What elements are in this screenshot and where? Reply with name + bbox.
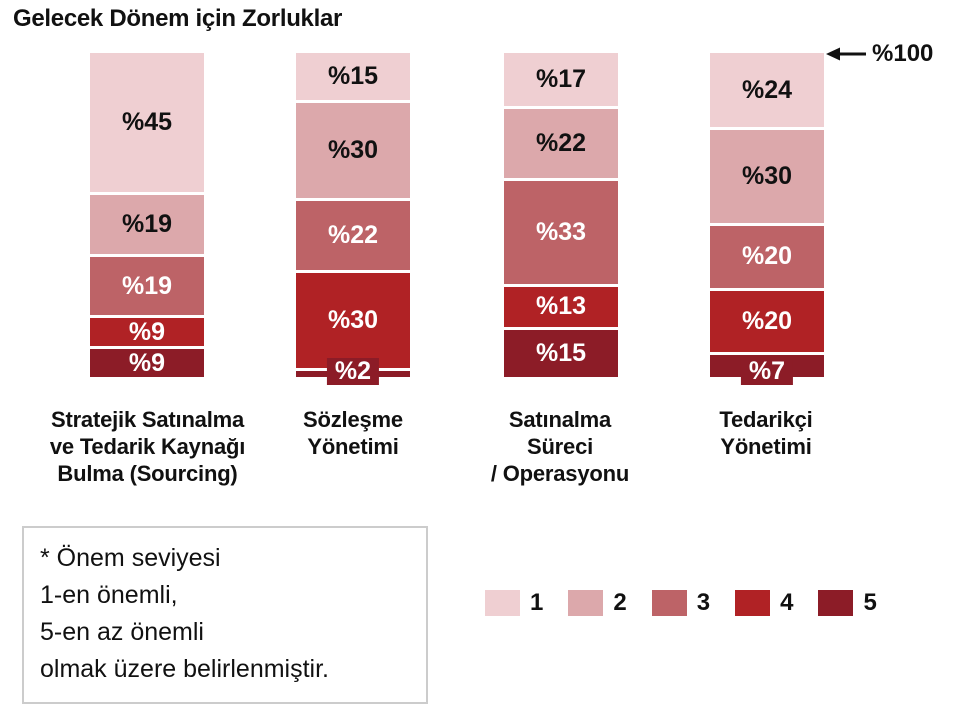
category-label-line: Satınalma [508, 407, 612, 432]
segment-value-label: %19 [121, 209, 173, 238]
legend: 1 2 3 4 5 [485, 589, 877, 617]
bar: %15 %30 %22 %30 %2 [296, 53, 410, 385]
segment-value-label: %19 [121, 271, 173, 300]
segment-value-label: %22 [535, 128, 587, 157]
footnote-line: 5-en az önemli [40, 618, 204, 646]
bar-segment: %24 [710, 53, 824, 131]
bar-segment: %9 [90, 317, 204, 350]
left-arrow-icon [826, 47, 866, 61]
legend-item: 1 [485, 589, 543, 617]
category-label: Sözleşme Yönetimi [243, 406, 463, 460]
axis-max-annotation: %100 [826, 40, 933, 68]
segment-value-label: %30 [327, 305, 379, 334]
bar-segment: %19 [90, 195, 204, 257]
bar-segment: %20 [710, 290, 824, 356]
legend-swatch [818, 590, 854, 616]
bar-segment: %30 [710, 130, 824, 226]
bar: %17 %22 %33 %13 %15 [504, 53, 618, 377]
footnote-line: 1-en önemli, [40, 581, 178, 609]
segment-value-label: %30 [327, 136, 379, 165]
segment-value-label: %17 [535, 65, 587, 94]
legend-swatch [735, 590, 771, 616]
category-label: Satınalma Süreci / Operasyonu [450, 406, 670, 487]
segment-value-label: %20 [741, 306, 793, 335]
category-label-line: Süreci [526, 434, 594, 459]
category-label-line: Yönetimi [720, 434, 812, 459]
bar-segment: %30 [296, 103, 410, 201]
legend-swatch [568, 590, 604, 616]
legend-label: 3 [696, 589, 711, 616]
segment-value-label: %15 [327, 62, 379, 91]
segment-value-label: %13 [535, 292, 587, 321]
segment-value-label: %33 [535, 217, 587, 246]
legend-swatch [485, 590, 520, 616]
bar-segment: %22 [296, 200, 410, 274]
bar-segment: %13 [504, 286, 618, 331]
bar-segment: %15 [296, 53, 410, 104]
bar: %45 %19 %19 %9 %9 [90, 53, 204, 377]
segment-value-label: %20 [741, 242, 793, 271]
bar-chart: %45 %19 %19 %9 %9 %15 %30 %22 %30 %2 %17 %22 %33 %13%… [0, 53, 958, 385]
segment-value-label: %9 [128, 348, 166, 377]
category-label: Tedarikçi Yönetimi [656, 406, 876, 460]
segment-value-label: %22 [327, 220, 379, 249]
segment-value-label: %45 [121, 108, 173, 136]
bar-segment: %33 [504, 180, 618, 287]
chart-title: Gelecek Dönem için Zorluklar [13, 5, 343, 32]
category-label-line: Tedarikçi [719, 407, 813, 432]
segment-value-label: %9 [128, 317, 166, 346]
footnote-line: * Önem seviyesi [40, 544, 221, 572]
category-label-line: Bulma (Sourcing) [57, 461, 238, 486]
bar-segment: %22 [504, 109, 618, 181]
legend-item: 2 [568, 589, 627, 617]
bar-segment: %17 [504, 53, 618, 110]
category-label: Stratejik Satınalma ve Tedarik Kaynağı Bul… [5, 406, 290, 487]
bar: %24 %30 %20 %20 %7 [710, 53, 824, 385]
axis-max-label: %100 [872, 40, 934, 67]
bar-segment: %30 [296, 273, 410, 371]
category-label-line: Yönetimi [307, 434, 399, 459]
category-label-line: ve Tedarik Kaynağı [49, 434, 246, 459]
category-label-line: Sözleşme [303, 407, 403, 432]
legend-label: 1 [530, 589, 544, 616]
legend-label: 2 [613, 589, 627, 616]
bar-segment: %9 [90, 349, 204, 377]
segment-value-label: %24 [741, 75, 793, 104]
legend-label: 4 [780, 589, 794, 616]
bar-segment: %20 [710, 225, 824, 291]
footnote-box: * Önem seviyesi 1-en önemli, 5-en az öneml… [22, 526, 428, 704]
legend-item: 5 [818, 589, 877, 617]
segment-value-callout: %2 [326, 358, 380, 385]
bar-segment: %15 [504, 330, 618, 377]
bar-segment: %19 [90, 256, 204, 319]
category-label-line: / Operasyonu [490, 461, 630, 486]
segment-value-label: %30 [741, 161, 793, 190]
category-label-line: Stratejik Satınalma [50, 407, 245, 432]
legend-label: 5 [863, 589, 877, 616]
legend-swatch [651, 590, 687, 616]
footnote-line: olmak üzere belirlenmiştir. [40, 655, 329, 683]
legend-item: 4 [735, 589, 793, 617]
segment-value-label: %15 [535, 339, 587, 368]
segment-value-callout: %7 [740, 358, 794, 385]
legend-item: 3 [651, 589, 711, 617]
bar-segment: %45 [90, 53, 204, 196]
